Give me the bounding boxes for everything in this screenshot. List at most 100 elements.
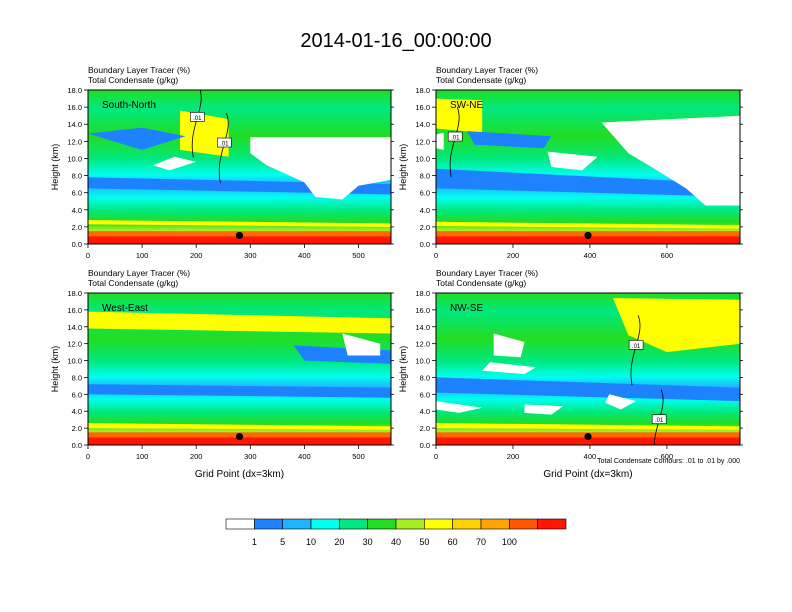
contour-label-text: .01 [632,344,641,350]
y-tick-label: 12.0 [67,340,82,349]
colorbar-label: 30 [363,537,373,547]
colorbar-label: 50 [419,537,429,547]
y-tick-label: 6.0 [72,390,82,399]
y-tick-label: 6.0 [420,390,430,399]
panel-south-north: .01 .01 0.0 2.0 4.0 6.0 8.0 10.0 12.0 14.0 16.0 18.… [50,65,394,260]
y-tick-label: 16.0 [415,306,430,315]
colorbar-swatch [480,518,510,530]
x-tick-label: 0 [434,251,438,260]
below-threshold-region [547,151,598,171]
contour-label: .01 [217,112,232,184]
colorbar-swatch [282,518,312,530]
high-tracer-region [88,220,391,227]
x-tick-label: 200 [190,251,203,260]
colorbar-label: 20 [334,537,344,547]
colorbar-swatch [367,518,397,530]
colorbar-label: 100 [502,537,517,547]
contour-label-text: .01 [451,136,460,142]
y-tick-label: 2.0 [420,424,430,433]
location-marker [584,432,592,441]
panel-label: NW-SE [450,303,483,314]
colorbar-swatch [310,518,340,530]
below-threshold-region [436,132,444,150]
surface-layer [88,236,391,244]
colorbar-swatch [254,518,283,530]
low-tracer-band [436,168,740,197]
below-threshold-region [605,394,637,410]
y-axis-label: Height (km) [50,346,60,393]
figure-title: 2014-01-16_00:00:00 [300,30,492,52]
y-tick-label: 2.0 [420,223,430,232]
contour-label: .01 [628,315,644,386]
low-tracer-band [466,131,552,149]
y-tick-label: 4.0 [72,206,82,215]
y-tick-label: 0.0 [420,441,430,450]
y-tick-label: 14.0 [67,120,82,129]
y-tick-label: 14.0 [415,323,430,332]
surface-layer [436,437,740,445]
location-marker [235,432,244,441]
panel-subtitle-condensate: Total Condensate (g/kg) [436,278,526,288]
high-tracer-region [436,221,740,229]
y-tick-label: 6.0 [72,189,82,198]
below-threshold-region [524,404,563,415]
contour-label-text: .01 [220,142,229,148]
y-tick-label: 8.0 [72,172,82,181]
x-tick-label: 500 [352,452,365,461]
y-tick-label: 8.0 [420,373,430,382]
x-tick-label: 0 [86,452,90,461]
x-tick-label: 400 [298,251,311,260]
colorbar-swatch [225,518,255,530]
x-tick-label: 200 [190,452,203,461]
panel-subtitle-condensate: Total Condensate (g/kg) [88,278,178,288]
location-marker [235,231,244,240]
y-tick-label: 4.0 [72,407,82,416]
panel-subtitle-tracer: Boundary Layer Tracer (%) [436,268,538,278]
below-threshold-region [436,401,483,413]
colorbar: 1 5 10 20 30 40 50 60 70 100 [225,518,567,547]
y-tick-label: 12.0 [415,137,430,146]
below-threshold-region [152,156,197,171]
panel-west-east: 0.0 2.0 4.0 6.0 8.0 10.0 12.0 14.0 16.0 18.0 0 100 2… [50,268,394,480]
colorbar-swatch [424,518,453,530]
y-tick-label: 6.0 [420,189,430,198]
y-axis-label: Height (km) [398,346,408,393]
panel-subtitle-tracer: Boundary Layer Tracer (%) [88,65,190,75]
y-tick-label: 16.0 [67,103,82,112]
x-axis-label: Grid Point (dx=3km) [543,469,632,480]
contour-footnote: Total Condensate Contours: .01 to .01 by… [597,458,740,465]
y-axis-label: Height (km) [398,144,408,191]
y-tick-label: 8.0 [420,172,430,181]
y-tick-label: 4.0 [420,407,430,416]
x-tick-label: 300 [244,452,257,461]
y-tick-label: 0.0 [72,441,82,450]
panel-subtitle-condensate: Total Condensate (g/kg) [88,75,178,85]
high-tracer-region [88,311,391,334]
x-tick-label: 600 [661,251,674,260]
x-tick-label: 300 [244,251,257,260]
surface-layer [436,236,740,244]
colorbar-label: 10 [306,537,316,547]
high-tracer-region [88,423,391,430]
y-tick-label: 16.0 [415,103,430,112]
y-tick-label: 12.0 [415,340,430,349]
high-tracer-region [436,423,740,430]
surface-layer [88,437,391,445]
high-tracer-region [613,298,740,353]
contour-label: .01 [447,106,463,178]
contour-label-box [189,112,205,122]
colorbar-label: 5 [280,537,285,547]
colorbar-label: 70 [476,537,486,547]
x-tick-label: 400 [298,452,311,461]
x-tick-label: 500 [352,251,365,260]
colorbar-swatch [339,518,368,530]
below-threshold-region [482,362,537,375]
below-threshold-region [250,137,391,200]
y-tick-label: 10.0 [67,154,82,163]
colorbar-swatch [509,518,538,530]
panel-label: South-North [102,100,156,111]
x-tick-label: 0 [434,452,438,461]
y-tick-label: 4.0 [420,206,430,215]
below-threshold-region [601,115,740,206]
